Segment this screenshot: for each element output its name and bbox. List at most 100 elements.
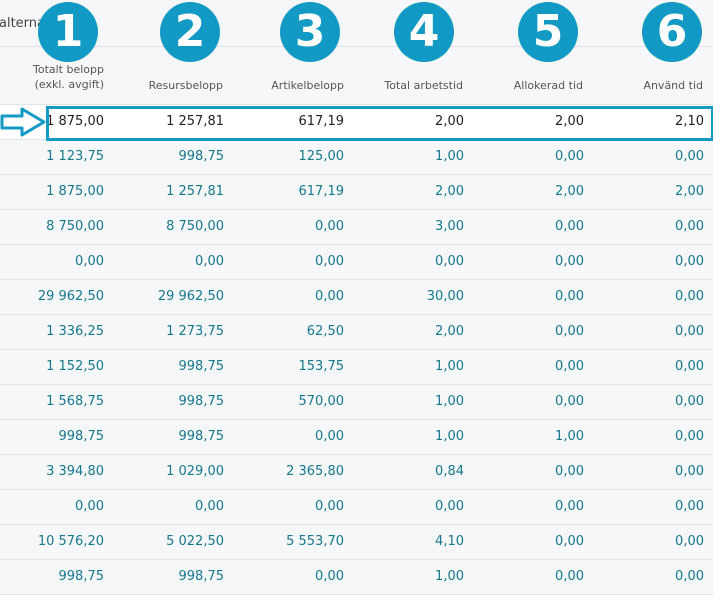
cell-resource-amount: 998,75	[178, 569, 225, 584]
cell-used-time: 0,00	[675, 429, 704, 444]
cell-article-amount: 570,00	[298, 394, 345, 409]
cell-used-time: 0,00	[675, 219, 704, 234]
cell-allocated-time: 0,00	[555, 254, 584, 269]
table-row[interactable]: 8 750,00 8 750,00 0,00 3,00 0,00 0,00	[0, 210, 713, 245]
cell-total-amount: 998,75	[58, 429, 105, 444]
cell-resource-amount: 1 257,81	[166, 184, 224, 199]
cell-total-worktime: 4,10	[435, 534, 464, 549]
cell-allocated-time: 0,00	[555, 569, 584, 584]
cell-allocated-time: 0,00	[555, 289, 584, 304]
cell-used-time: 0,00	[675, 254, 704, 269]
cell-total-amount: 10 576,20	[37, 534, 104, 549]
cell-total-worktime: 0,84	[435, 464, 464, 479]
cell-total-worktime: 1,00	[435, 429, 464, 444]
cell-total-worktime: 2,00	[435, 324, 464, 339]
cell-article-amount: 0,00	[315, 569, 344, 584]
cell-allocated-time: 0,00	[555, 359, 584, 374]
cell-article-amount: 5 553,70	[286, 534, 344, 549]
table-row[interactable]: 0,00 0,00 0,00 0,00 0,00 0,00	[0, 490, 713, 525]
cell-total-amount: 1 152,50	[46, 359, 104, 374]
table-row[interactable]: 0,00 0,00 0,00 0,00 0,00 0,00	[0, 245, 713, 280]
cell-article-amount: 617,19	[298, 114, 345, 129]
cell-article-amount: 0,00	[315, 219, 344, 234]
cell-article-amount: 0,00	[315, 499, 344, 514]
cell-used-time: 0,00	[675, 499, 704, 514]
table-row[interactable]: 10 576,20 5 022,50 5 553,70 4,10 0,00 0,00	[0, 525, 713, 560]
header-total-amount[interactable]: Totalt belopp (exkl. avgift)	[33, 62, 104, 92]
cell-allocated-time: 2,00	[555, 114, 584, 129]
column-header-row: Totalt belopp (exkl. avgift) Resursbelop…	[0, 46, 713, 105]
table-row[interactable]: 1 123,75 998,75 125,00 1,00 0,00 0,00	[0, 140, 713, 175]
header-resource-amount[interactable]: Resursbelopp	[148, 79, 223, 92]
cell-article-amount: 2 365,80	[286, 464, 344, 479]
cell-used-time: 0,00	[675, 359, 704, 374]
cell-article-amount: 0,00	[315, 429, 344, 444]
cell-used-time: 0,00	[675, 149, 704, 164]
cell-total-amount: 1 875,00	[46, 114, 104, 129]
callout-badge-1: 1	[38, 2, 98, 62]
cell-allocated-time: 2,00	[555, 184, 584, 199]
cell-total-worktime: 1,00	[435, 569, 464, 584]
cell-total-amount: 3 394,80	[46, 464, 104, 479]
cell-total-worktime: 2,00	[435, 184, 464, 199]
cell-resource-amount: 8 750,00	[166, 219, 224, 234]
header-used-time[interactable]: Använd tid	[643, 79, 703, 92]
cell-allocated-time: 0,00	[555, 499, 584, 514]
cell-used-time: 0,00	[675, 464, 704, 479]
top-bar: alterna	[0, 0, 713, 47]
callout-badge-3: 3	[280, 2, 340, 62]
cell-total-worktime: 1,00	[435, 359, 464, 374]
cell-total-amount: 1 568,75	[46, 394, 104, 409]
cell-resource-amount: 5 022,50	[166, 534, 224, 549]
table-row[interactable]: 998,75 998,75 0,00 1,00 0,00 0,00	[0, 560, 713, 595]
cell-resource-amount: 0,00	[195, 499, 224, 514]
cell-article-amount: 125,00	[298, 149, 345, 164]
cell-total-worktime: 1,00	[435, 394, 464, 409]
cell-total-amount: 998,75	[58, 569, 105, 584]
callout-badge-4: 4	[394, 2, 454, 62]
cell-used-time: 0,00	[675, 394, 704, 409]
cell-total-amount: 1 875,00	[46, 184, 104, 199]
cell-resource-amount: 998,75	[178, 394, 225, 409]
table-row[interactable]: 1 152,50 998,75 153,75 1,00 0,00 0,00	[0, 350, 713, 385]
cell-article-amount: 62,50	[306, 324, 344, 339]
arrow-right-icon	[0, 107, 46, 137]
cell-used-time: 0,00	[675, 289, 704, 304]
cell-total-worktime: 3,00	[435, 219, 464, 234]
cell-total-amount: 0,00	[75, 499, 104, 514]
cell-article-amount: 617,19	[298, 184, 345, 199]
table-row[interactable]: 3 394,80 1 029,00 2 365,80 0,84 0,00 0,00	[0, 455, 713, 490]
table-row[interactable]: 1 875,00 1 257,81 617,19 2,00 2,00 2,00	[0, 175, 713, 210]
cell-resource-amount: 1 273,75	[166, 324, 224, 339]
table-row[interactable]: 998,75 998,75 0,00 1,00 1,00 0,00	[0, 420, 713, 455]
header-allocated-time[interactable]: Allokerad tid	[513, 79, 583, 92]
cell-total-amount: 8 750,00	[46, 219, 104, 234]
cell-total-worktime: 2,00	[435, 114, 464, 129]
cell-total-worktime: 0,00	[435, 254, 464, 269]
table-row[interactable]: 1 568,75 998,75 570,00 1,00 0,00 0,00	[0, 385, 713, 420]
header-total-amount-line2: (exkl. avgift)	[34, 78, 104, 91]
cell-resource-amount: 1 029,00	[166, 464, 224, 479]
cell-total-amount: 1 123,75	[46, 149, 104, 164]
cell-resource-amount: 29 962,50	[157, 289, 224, 304]
cell-article-amount: 0,00	[315, 289, 344, 304]
cell-article-amount: 153,75	[298, 359, 345, 374]
cell-used-time: 0,00	[675, 534, 704, 549]
cell-total-amount: 29 962,50	[37, 289, 104, 304]
cell-used-time: 2,10	[675, 114, 704, 129]
cell-used-time: 2,00	[675, 184, 704, 199]
truncated-column-title: alterna	[0, 16, 45, 31]
header-total-worktime[interactable]: Total arbetstid	[384, 79, 463, 92]
callout-badge-6: 6	[642, 2, 702, 62]
table-row[interactable]: 1 336,25 1 273,75 62,50 2,00 0,00 0,00	[0, 315, 713, 350]
cell-used-time: 0,00	[675, 324, 704, 339]
callout-badge-5: 5	[518, 2, 578, 62]
table-row[interactable]: 29 962,50 29 962,50 0,00 30,00 0,00 0,00	[0, 280, 713, 315]
cell-allocated-time: 0,00	[555, 149, 584, 164]
cell-allocated-time: 0,00	[555, 219, 584, 234]
cell-allocated-time: 0,00	[555, 464, 584, 479]
cell-resource-amount: 1 257,81	[166, 114, 224, 129]
cell-article-amount: 0,00	[315, 254, 344, 269]
header-article-amount[interactable]: Artikelbelopp	[271, 79, 344, 92]
cell-total-worktime: 0,00	[435, 499, 464, 514]
